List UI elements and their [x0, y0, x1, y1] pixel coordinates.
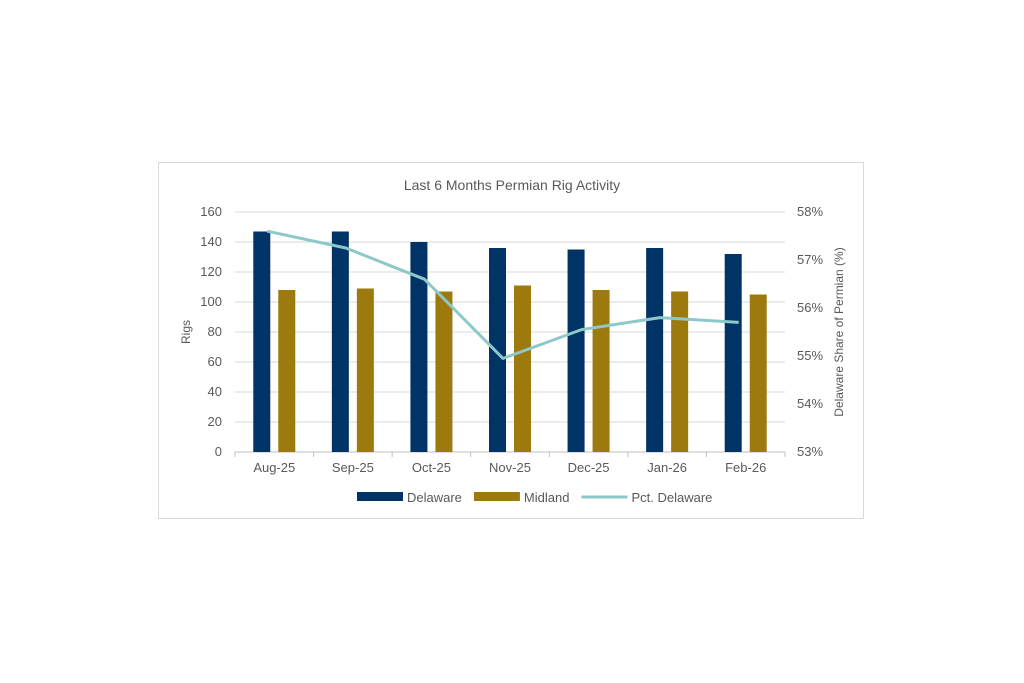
bar-delaware	[331, 231, 349, 452]
legend-swatch	[357, 492, 403, 501]
chart-frame	[158, 162, 864, 519]
legend-label: Delaware	[407, 490, 462, 505]
y-tick-label: 160	[200, 204, 222, 219]
y2-tick-label: 57%	[797, 252, 823, 267]
legend-label: Midland	[524, 490, 570, 505]
y2-tick-label: 56%	[797, 300, 823, 315]
bar-midland	[356, 288, 374, 452]
bar-midland	[514, 285, 531, 452]
bar-midland	[671, 291, 689, 452]
x-tick-label: Aug-25	[253, 460, 295, 475]
x-tick-label: Feb-26	[725, 460, 766, 475]
y-tick-label: 140	[200, 234, 222, 249]
y-tick-label: 0	[215, 444, 222, 459]
y2-tick-label: 55%	[797, 348, 823, 363]
legend-label: Pct. Delaware	[631, 490, 712, 505]
y2-tick-label: 54%	[797, 396, 823, 411]
chart-title: Last 6 Months Permian Rig Activity	[404, 177, 620, 193]
bar-delaware	[646, 248, 664, 452]
x-tick-label: Oct-25	[412, 460, 451, 475]
bar-delaware	[410, 242, 428, 452]
x-tick-label: Nov-25	[489, 460, 531, 475]
y-tick-label: 20	[208, 414, 222, 429]
y2-axis-label: Delaware Share of Permian (%)	[832, 247, 846, 416]
bar-midland	[435, 291, 453, 452]
y2-tick-label: 58%	[797, 204, 823, 219]
y-tick-label: 60	[208, 354, 222, 369]
y-tick-label: 100	[200, 294, 222, 309]
bar-delaware	[253, 231, 271, 452]
y-tick-label: 40	[208, 384, 222, 399]
legend-swatch	[473, 492, 520, 501]
bar-delaware	[724, 254, 742, 452]
x-tick-label: Jan-26	[647, 460, 687, 475]
x-tick-label: Dec-25	[568, 460, 610, 475]
bar-delaware	[567, 249, 585, 452]
y-tick-label: 120	[200, 264, 222, 279]
y-axis-label: Rigs	[179, 320, 193, 344]
line-pct-delaware	[266, 229, 739, 360]
y-tick-label: 80	[208, 324, 222, 339]
bar-midland	[592, 290, 610, 452]
bar-midland	[749, 294, 767, 452]
bar-delaware	[489, 248, 506, 452]
bar-midland	[278, 290, 296, 452]
x-tick-label: Sep-25	[332, 460, 374, 475]
y2-tick-label: 53%	[797, 444, 823, 459]
